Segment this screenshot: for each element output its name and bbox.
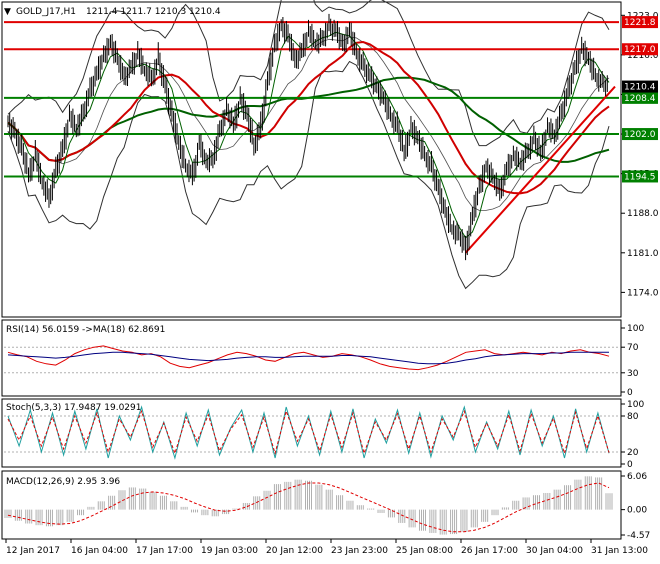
level-price-tag [622, 16, 658, 29]
y-tick-label: 30 [627, 369, 639, 379]
macd-signal-line [7, 482, 610, 533]
stochastic-panel[interactable]: Stoch(5,3,3) 17.9487 19.0291 100 80 20 0 [1, 398, 644, 470]
y-tick-label: 1174.0 [627, 288, 659, 298]
bollinger-basis [7, 36, 610, 211]
rsi-lines [7, 345, 610, 371]
stochastic-lines [7, 405, 610, 460]
x-tick-label: 20 Jan 12:00 [266, 546, 323, 556]
rsi-ma-line [7, 351, 609, 365]
ma-medium-line [7, 40, 610, 195]
macd-label: MACD(12,26,9) 2.95 3.96 [6, 477, 120, 487]
macd-signal-path [7, 482, 610, 533]
level-price-label: 1217.0 [624, 45, 656, 55]
stochastic-k-line [7, 405, 610, 460]
y-tick-label: 100 [627, 324, 644, 334]
rsi-panel[interactable]: RSI(14) 56.0159 ->MA(18) 62.8691 100 70 30… [1, 319, 644, 398]
y-tick-label: 0.00 [627, 506, 647, 516]
y-tick-label: 1188.0 [627, 209, 659, 219]
x-tick-label: 12 Jan 2017 [6, 546, 60, 556]
time-axis: 12 Jan 2017 16 Jan 04:00 17 Jan 17:00 19 Ja… [5, 539, 648, 556]
x-tick-label: 23 Jan 23:00 [331, 546, 388, 556]
main-panel-frame [1, 1, 622, 318]
x-tick-label: 25 Jan 08:00 [396, 546, 453, 556]
level-price-tag [622, 43, 658, 56]
bollinger-bands [7, 0, 610, 290]
ohlc-values: 1211.4 1211.7 1210.3 1210.4 [86, 7, 221, 17]
current-price-tag: 1210.4 [622, 80, 658, 93]
level-price-tag [622, 170, 658, 183]
symbol-label: GOLD_J17,H1 [16, 7, 76, 17]
y-tick-label: 20 [627, 448, 639, 458]
y-tick-label: 100 [627, 400, 644, 410]
stochastic-label: Stoch(5,3,3) 17.9487 19.0291 [6, 403, 141, 413]
current-price-label: 1210.4 [624, 83, 656, 93]
rsi-label: RSI(14) 56.0159 ->MA(18) 62.8691 [6, 325, 165, 335]
level-price-label: 1221.8 [624, 18, 656, 28]
level-price-label: 1202.0 [624, 130, 656, 140]
x-tick-label: 19 Jan 03:00 [201, 546, 258, 556]
level-price-tag [622, 128, 658, 141]
current-price-box [622, 80, 658, 93]
horizontal-levels[interactable]: 1221.8 1217.0 1208.4 1202.0 1194.5 [4, 16, 658, 183]
chart-dropdown-icon[interactable]: ▼ [4, 7, 11, 17]
trendline-segment[interactable] [464, 85, 616, 254]
price-bars [7, 13, 608, 261]
y-tick-label: 1216.0 [627, 51, 659, 61]
rsi-y-axis: 100 70 30 0 [4, 324, 644, 398]
y-tick-label: 80 [627, 412, 639, 422]
x-tick-label: 30 Jan 04:00 [526, 546, 583, 556]
x-tick-label: 26 Jan 17:00 [461, 546, 518, 556]
y-tick-label: -4.57 [627, 531, 650, 541]
y-tick-label: 70 [627, 343, 639, 353]
x-tick-label: 31 Jan 13:00 [591, 546, 648, 556]
y-tick-label: 1181.0 [627, 249, 659, 259]
bollinger-lower [7, 60, 610, 290]
rsi-panel-frame [1, 319, 622, 397]
main-price-panel[interactable]: 1223.01216.01209.01202.01195.01188.01181… [1, 0, 659, 318]
level-price-label: 1208.4 [624, 94, 656, 104]
trendline[interactable] [464, 85, 616, 254]
level-price-label: 1194.5 [624, 172, 656, 182]
stochastic-panel-frame [1, 398, 622, 468]
macd-panel-frame [1, 470, 622, 540]
macd-panel[interactable]: MACD(12,26,9) 2.95 3.96 6.06 0.00 -4.57 [1, 470, 650, 541]
y-tick-label: 0 [627, 460, 633, 470]
stochastic-d-line [7, 409, 610, 456]
bollinger-upper [7, 0, 610, 147]
macd-y-axis: 6.06 0.00 -4.57 [621, 472, 650, 541]
x-tick-label: 16 Jan 04:00 [71, 546, 128, 556]
x-tick-label: 17 Jan 17:00 [136, 546, 193, 556]
level-price-tag [622, 91, 658, 104]
y-tick-label: 6.06 [627, 472, 647, 482]
y-tick-label: 0 [627, 388, 633, 398]
stochastic-y-axis: 100 80 20 0 [4, 400, 644, 470]
macd-histogram [4, 476, 613, 535]
